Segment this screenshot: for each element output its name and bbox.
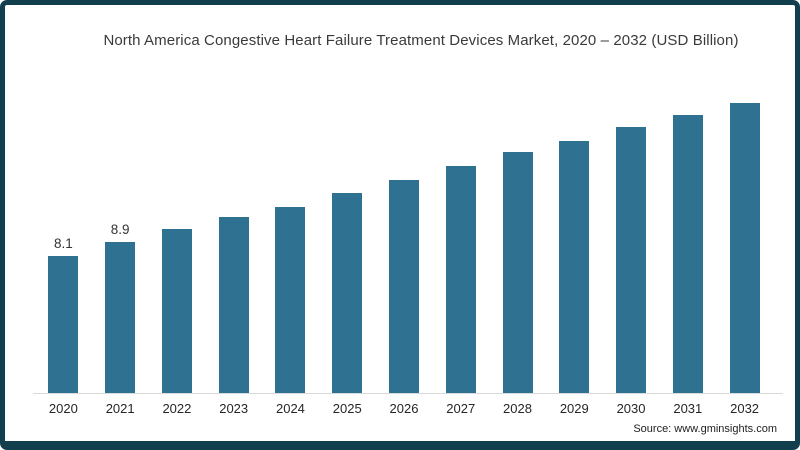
bar-column-2025 (319, 88, 376, 393)
x-tick-label-2024: 2024 (275, 401, 305, 416)
bar-2021 (105, 242, 136, 393)
bar-column-2024 (262, 88, 319, 393)
bar-2031 (672, 115, 703, 393)
bar-2020 (48, 256, 79, 393)
bar-column-2021: 8.9 (92, 88, 149, 393)
bar-column-2027 (432, 88, 489, 393)
bar-column-2020: 8.1 (35, 88, 92, 393)
bar-value-label-2021: 8.9 (110, 222, 130, 237)
bar-2032 (729, 103, 760, 393)
x-tick-label-2020: 2020 (48, 401, 78, 416)
source-attribution: Source: www.gminsights.com (633, 423, 777, 435)
x-tick-label-2021: 2021 (105, 401, 135, 416)
bar-value-label-2020: 8.1 (53, 236, 73, 251)
chart-title: North America Congestive Heart Failure T… (103, 32, 739, 49)
bar-chart: 8.1 8.9 2020 2021 2022 2023 2024 2025 2026 2027 2… (5, 5, 795, 441)
bar-2022 (161, 229, 192, 393)
x-axis-line (33, 393, 783, 394)
x-tick-label-2028: 2028 (503, 401, 532, 416)
x-tick-label-2030: 2030 (616, 401, 646, 416)
bar-2025 (332, 193, 363, 393)
x-tick-label-2022: 2022 (162, 401, 192, 416)
bar-column-2026 (376, 88, 433, 393)
bar-2029 (559, 141, 590, 393)
bar-2024 (275, 207, 306, 393)
bars-container: 8.1 8.9 (35, 88, 773, 393)
bar-2026 (388, 180, 419, 393)
bar-column-2030 (603, 88, 660, 393)
bar-column-2031 (659, 88, 716, 393)
x-axis-tick-labels: 2020 2021 2022 2023 2024 2025 2026 2027 2028 2029… (35, 401, 773, 416)
bar-column-2029 (546, 88, 603, 393)
bar-column-2032 (716, 88, 773, 393)
bar-column-2022 (149, 88, 206, 393)
x-tick-label-2031: 2031 (673, 401, 703, 416)
x-tick-label-2026: 2026 (389, 401, 419, 416)
x-tick-label-2027: 2027 (446, 401, 476, 416)
bar-2030 (616, 127, 647, 393)
bar-column-2023 (205, 88, 262, 393)
x-tick-label-2023: 2023 (219, 401, 249, 416)
bar-2028 (502, 152, 533, 393)
bar-2027 (445, 166, 476, 393)
x-tick-label-2032: 2032 (730, 401, 760, 416)
bar-column-2028 (489, 88, 546, 393)
x-tick-label-2029: 2029 (559, 401, 589, 416)
x-tick-label-2025: 2025 (332, 401, 362, 416)
bar-2023 (218, 217, 249, 393)
